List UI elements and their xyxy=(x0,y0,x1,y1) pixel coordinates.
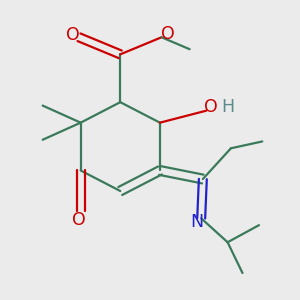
Text: O: O xyxy=(160,25,174,43)
Text: O: O xyxy=(72,211,86,229)
Text: O: O xyxy=(66,26,80,44)
Text: O: O xyxy=(204,98,218,116)
Text: N: N xyxy=(191,213,204,231)
Text: H: H xyxy=(221,98,234,116)
